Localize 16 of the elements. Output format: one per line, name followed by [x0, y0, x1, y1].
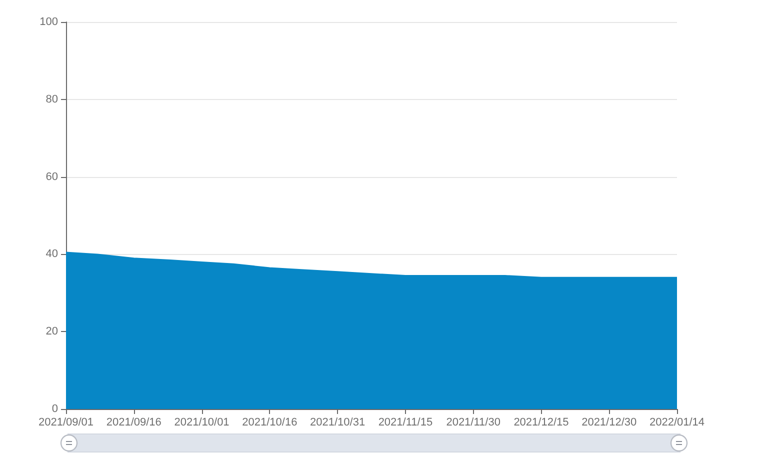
y-tick-label: 80: [46, 93, 58, 106]
y-tick-label: 40: [46, 248, 58, 260]
y-tick-label: 60: [46, 170, 58, 183]
x-tick-label: 2021/10/31: [310, 416, 366, 428]
x-tick-label: 2021/10/01: [174, 416, 230, 428]
x-tick-label: 2021/11/30: [446, 416, 500, 428]
x-tick-label: 2021/10/16: [242, 416, 298, 428]
y-tick-label: 100: [40, 16, 58, 28]
x-tick-label: 2021/11/15: [378, 416, 433, 428]
x-tick-label: 2021/12/15: [514, 416, 569, 428]
x-tick-label: 2021/12/30: [582, 416, 637, 428]
x-tick-label: 2021/09/01: [38, 416, 94, 428]
x-tick-label: 2021/09/16: [106, 416, 162, 428]
y-tick-label: 0: [52, 403, 58, 415]
y-tick-label: 20: [46, 326, 58, 338]
x-tick-label: 2022/01/14: [649, 416, 705, 428]
